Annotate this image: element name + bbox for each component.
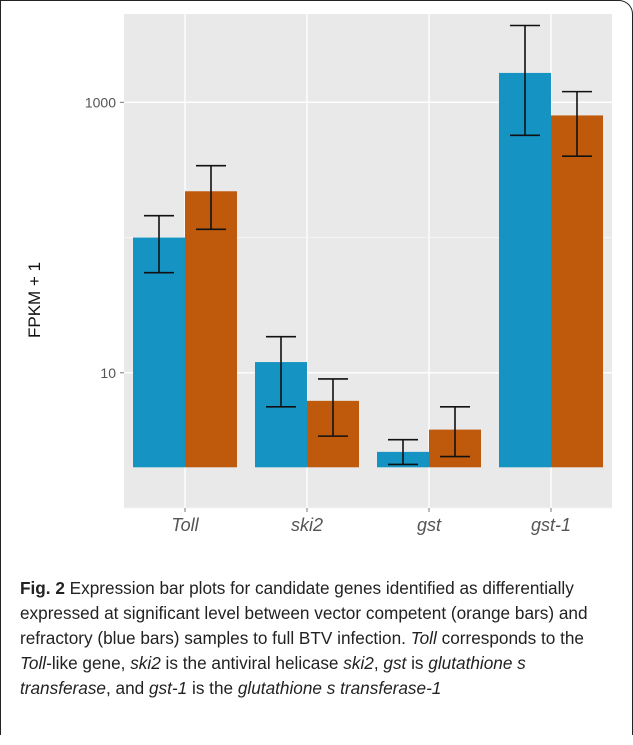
x-tick-label: Toll	[171, 515, 199, 535]
y-tick-label: 1000	[85, 94, 116, 110]
error-bar-toll-orange	[196, 164, 226, 231]
bar-toll-blue	[133, 237, 185, 468]
x-tick-label: ski2	[291, 515, 323, 535]
y-tick-label: 10	[100, 365, 116, 381]
error-bar-ski2-blue	[266, 335, 296, 408]
error-bar-gst-orange	[440, 406, 470, 458]
error-bar-toll-blue	[144, 214, 174, 274]
figure-caption: Fig. 2 Expression bar plots for candidat…	[20, 578, 588, 698]
error-bar-ski2-orange	[318, 378, 348, 437]
x-tick-label: gst-1	[531, 515, 571, 535]
error-bar-gst-1-blue	[510, 24, 540, 137]
x-axis-ticks: Toll ski2 gst gst-1	[171, 508, 571, 535]
bar-chart: 10 1000 Toll ski2 gst gst-1 FPKM + 1	[25, 14, 612, 535]
error-bars-group	[144, 24, 592, 466]
error-bar-gst-blue	[388, 438, 418, 466]
x-tick-label: gst	[417, 515, 442, 535]
figure-label: Fig. 2	[20, 578, 65, 598]
error-bar-gst-1-orange	[562, 90, 592, 157]
y-axis-ticks: 10 1000	[85, 94, 124, 381]
y-axis-label: FPKM + 1	[25, 262, 44, 338]
bar-gst-1-blue	[499, 72, 551, 468]
bar-gst-1-orange	[551, 115, 603, 468]
bar-toll-orange	[185, 191, 237, 468]
bars-group	[133, 72, 603, 468]
